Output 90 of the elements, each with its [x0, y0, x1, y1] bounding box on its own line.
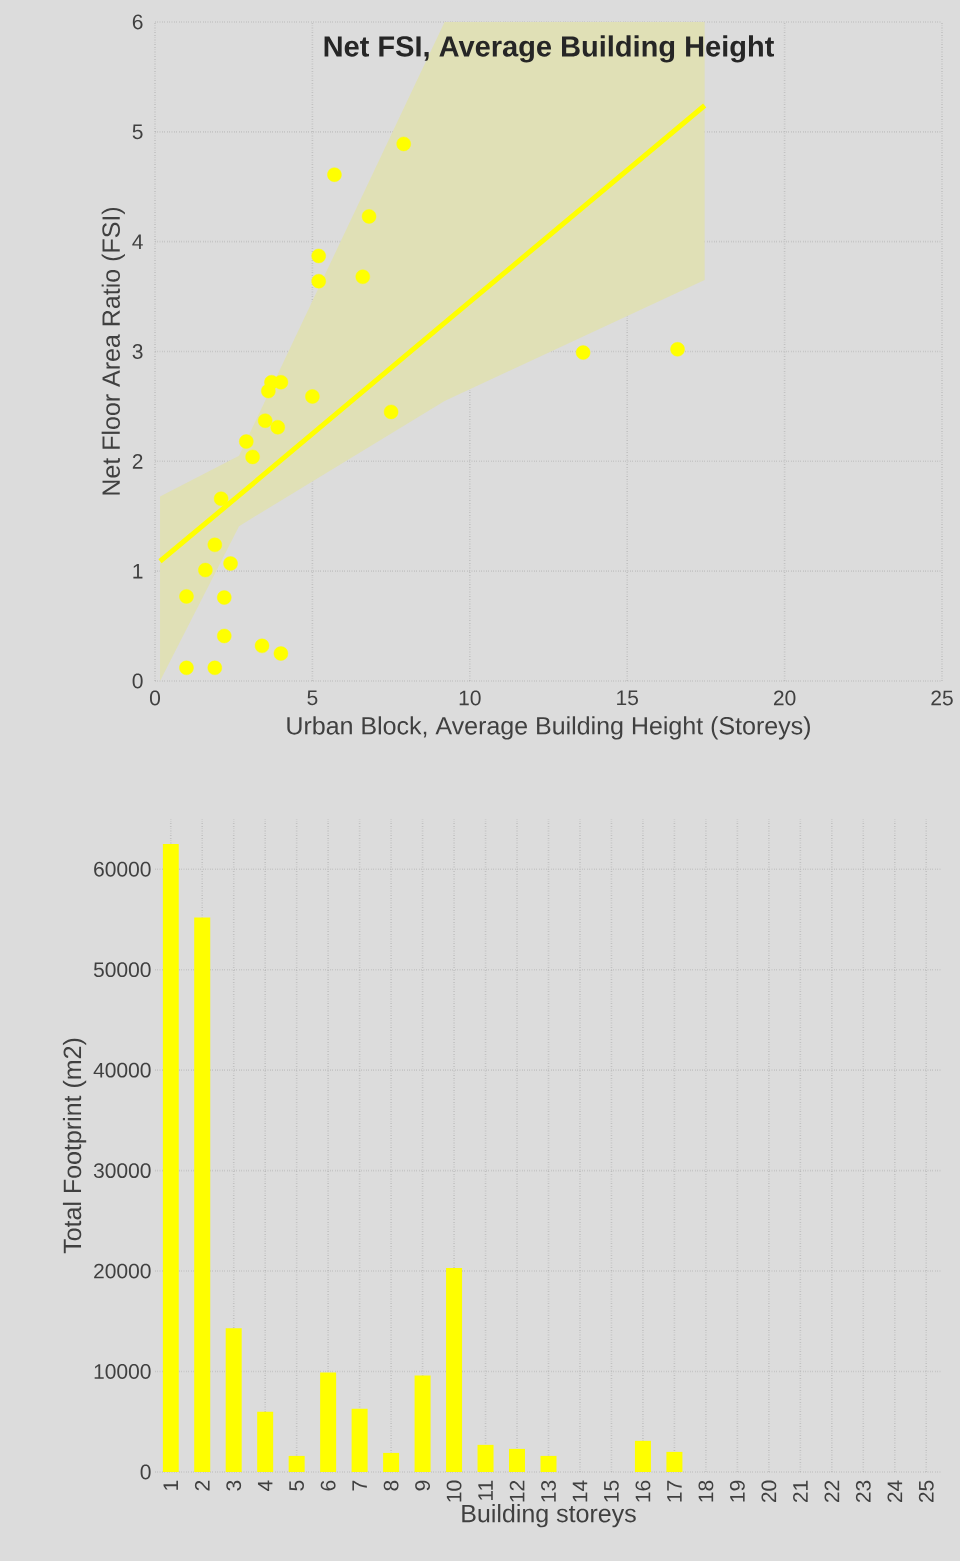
point: [383, 404, 399, 420]
y-tick-label: 0: [140, 1464, 151, 1480]
x-tick-label: 14: [572, 1480, 588, 1502]
bar: [288, 1455, 305, 1472]
bar: [414, 1375, 431, 1472]
x-tick-label: 25: [918, 1480, 934, 1503]
y-tick-label: 0: [132, 673, 143, 689]
point: [207, 660, 223, 676]
bar: [257, 1411, 274, 1472]
x-tick-label: 6: [320, 1480, 336, 1491]
y-tick-label: 20000: [94, 1263, 151, 1279]
point: [213, 491, 229, 506]
x-tick-label: 3: [226, 1480, 242, 1491]
y-tick-label: 60000: [94, 861, 151, 877]
x-tick-label: 11: [478, 1480, 493, 1500]
x-tick-label: 21: [793, 1480, 808, 1503]
point: [257, 413, 273, 428]
point: [396, 136, 411, 152]
x-tick-label: 13: [541, 1480, 556, 1502]
point: [273, 646, 289, 661]
x-tick-label: 8: [383, 1480, 399, 1491]
bar: [320, 1372, 337, 1472]
y-tick-label: 2: [132, 453, 143, 469]
y-axis-title: Net Floor Area Ratio (FSI): [101, 207, 125, 495]
point: [670, 342, 685, 357]
chart-title: Net FSI, Average Building Height: [324, 35, 774, 63]
x-tick-label: 17: [667, 1480, 682, 1502]
point: [361, 209, 377, 224]
y-tick-label: 3: [132, 344, 143, 359]
x-tick-label: 20: [773, 690, 796, 706]
x-tick-label: 18: [698, 1480, 714, 1502]
bar: [509, 1448, 526, 1472]
x-axis-title: Urban Block, Average Building Height (Storeys): [287, 716, 810, 740]
bar: [540, 1455, 557, 1472]
x-tick-label: 15: [604, 1480, 619, 1502]
x-tick-label: 10: [446, 1480, 462, 1502]
bar: [194, 917, 211, 1472]
point: [223, 556, 238, 571]
point: [311, 274, 326, 289]
point: [355, 269, 370, 285]
y-tick-label: 30000: [93, 1163, 151, 1179]
point: [217, 628, 232, 644]
y-axis-title: Total Footprint (m2): [62, 1038, 87, 1254]
bar: [666, 1451, 683, 1472]
x-tick-label: 15: [617, 690, 638, 706]
bar: [162, 844, 179, 1472]
point: [179, 660, 194, 676]
point: [270, 420, 285, 435]
bar: [383, 1452, 400, 1472]
x-tick-label: 4: [257, 1480, 273, 1491]
x-tick-label: 10: [459, 690, 481, 706]
bar: [446, 1268, 463, 1472]
y-tick-label: 6: [132, 14, 143, 30]
y-tick-label: 40000: [93, 1062, 151, 1078]
point: [575, 345, 591, 360]
y-tick-label: 5: [132, 124, 143, 140]
point: [327, 167, 342, 182]
x-axis-title: Building storeys: [462, 1504, 636, 1528]
bar: [351, 1408, 368, 1472]
x-tick-label: 7: [352, 1480, 367, 1491]
x-tick-label: 2: [194, 1480, 210, 1491]
y-tick-label: 50000: [93, 962, 151, 978]
bar: [225, 1328, 242, 1472]
point: [198, 562, 213, 578]
y-tick-label: 1: [133, 563, 143, 579]
point: [217, 590, 232, 605]
point: [179, 589, 194, 604]
x-tick-label: 25: [931, 690, 953, 706]
x-tick-label: 23: [855, 1480, 871, 1503]
x-tick-label: 19: [729, 1480, 745, 1502]
point: [207, 537, 223, 552]
x-tick-label: 12: [509, 1480, 525, 1502]
point: [305, 389, 320, 404]
point: [239, 434, 254, 449]
x-tick-label: 5: [307, 690, 318, 706]
y-tick-label: 10000: [94, 1364, 151, 1379]
x-tick-label: 24: [887, 1480, 903, 1503]
bar: [634, 1440, 651, 1472]
x-tick-label: 22: [824, 1480, 840, 1503]
y-tick-label: 4: [132, 234, 143, 249]
x-tick-label: 16: [635, 1480, 651, 1502]
x-tick-label: 1: [163, 1480, 178, 1490]
point: [245, 449, 260, 465]
point: [311, 248, 326, 264]
x-tick-label: 5: [289, 1480, 304, 1491]
x-tick-label: 0: [149, 690, 161, 706]
x-tick-label: 20: [761, 1480, 777, 1503]
x-tick-label: 9: [415, 1480, 431, 1491]
bar: [477, 1444, 494, 1472]
point: [254, 638, 270, 654]
